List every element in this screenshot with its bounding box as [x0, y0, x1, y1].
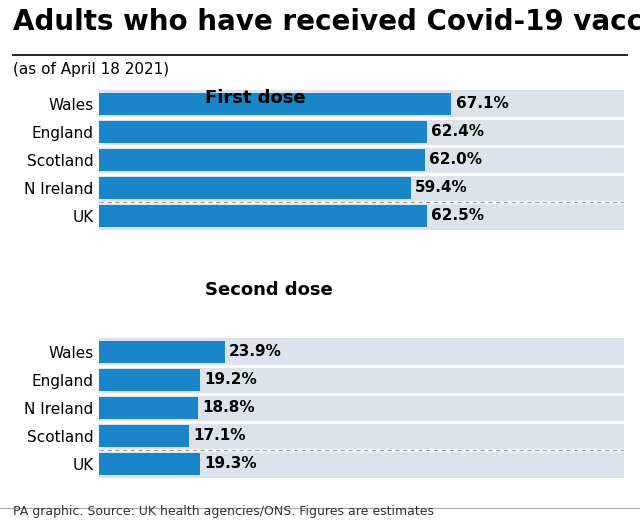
Text: 62.5%: 62.5% — [431, 208, 484, 223]
Text: Adults who have received Covid-19 vaccine: Adults who have received Covid-19 vaccin… — [13, 8, 640, 36]
Text: 62.4%: 62.4% — [431, 124, 484, 139]
Bar — [99, 366, 624, 394]
Bar — [99, 174, 624, 202]
Text: First dose: First dose — [205, 89, 305, 107]
Bar — [99, 121, 427, 143]
Bar — [99, 450, 624, 478]
Bar — [99, 177, 411, 199]
Text: 23.9%: 23.9% — [229, 344, 282, 360]
Bar — [99, 202, 624, 230]
Text: 62.0%: 62.0% — [429, 152, 482, 167]
Bar — [99, 369, 200, 391]
Text: (as of April 18 2021): (as of April 18 2021) — [13, 62, 169, 77]
Bar — [99, 93, 451, 115]
Bar — [99, 146, 624, 174]
Bar — [99, 425, 189, 447]
Bar — [99, 397, 198, 419]
Bar — [99, 149, 424, 171]
Bar — [99, 422, 624, 450]
Text: 18.8%: 18.8% — [202, 400, 255, 416]
Bar — [99, 90, 624, 118]
Bar — [99, 341, 225, 363]
Text: 59.4%: 59.4% — [415, 180, 468, 195]
Bar — [99, 394, 624, 422]
Bar — [99, 118, 624, 146]
Text: 19.3%: 19.3% — [205, 456, 257, 472]
Text: Second dose: Second dose — [205, 281, 333, 299]
Bar — [99, 205, 428, 227]
Text: 19.2%: 19.2% — [204, 372, 257, 388]
Text: 67.1%: 67.1% — [456, 96, 508, 111]
Bar — [99, 338, 624, 366]
Text: PA graphic. Source: UK health agencies/ONS. Figures are estimates: PA graphic. Source: UK health agencies/O… — [13, 505, 434, 518]
Text: 17.1%: 17.1% — [193, 428, 246, 444]
Bar — [99, 453, 200, 475]
